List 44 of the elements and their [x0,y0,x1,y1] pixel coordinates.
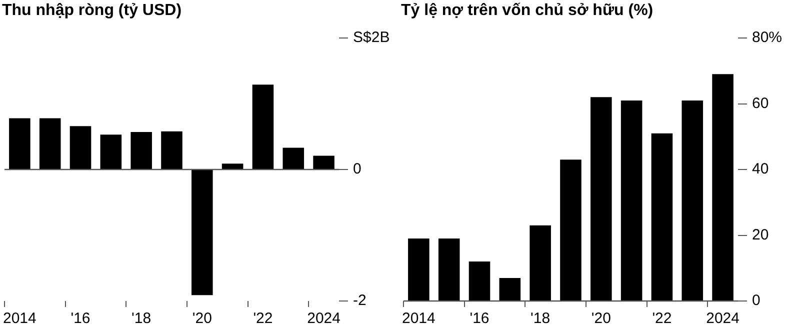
bar [313,156,334,169]
x-tick-label: '22 [253,310,273,328]
y-tick-label: 80% [752,29,782,46]
x-tick-label: '16 [70,310,90,328]
x-tick-label: '18 [132,310,152,328]
y-tick-label: S$2B [353,29,390,46]
x-tick-label: 2024 [706,310,740,328]
bar [499,278,521,300]
x-tick-label: '16 [470,310,490,328]
y-tick-label: 0 [752,292,760,310]
y-tick-label: 60 [752,94,769,112]
bar [222,164,244,169]
bar [560,160,582,300]
x-tick-label: '22 [652,310,672,328]
x-tick-label: 2014 [2,310,36,328]
bar [438,238,460,300]
bar [468,262,490,300]
bar [712,74,734,300]
bar [408,238,430,300]
bar [530,225,551,300]
y-tick-label: 0 [353,160,362,178]
y-tick-label: -2 [353,292,366,310]
chart-title: Thu nhập ròng (tỷ USD) [1,1,183,21]
x-tick-label: 2024 [307,310,340,328]
x-tick-label: '20 [192,310,212,328]
bar [682,100,704,300]
x-tick-label: '18 [530,310,550,328]
y-tick-label: 20 [752,226,769,244]
bar [161,131,182,169]
bar [192,170,213,296]
bar [651,133,673,300]
y-tick-label: 40 [752,160,769,178]
bar [590,97,612,300]
x-tick-label: 2014 [402,310,436,328]
bar [9,118,30,169]
chart-title: Tỷ lệ nợ trên vốn chủ sở hữu (%) [400,1,654,21]
bar [130,132,152,169]
bar [620,100,642,300]
bar [252,84,274,169]
bar [70,126,92,169]
x-tick-label: '20 [591,310,611,328]
bar [282,148,304,169]
bar [100,134,122,169]
bar [39,118,61,169]
